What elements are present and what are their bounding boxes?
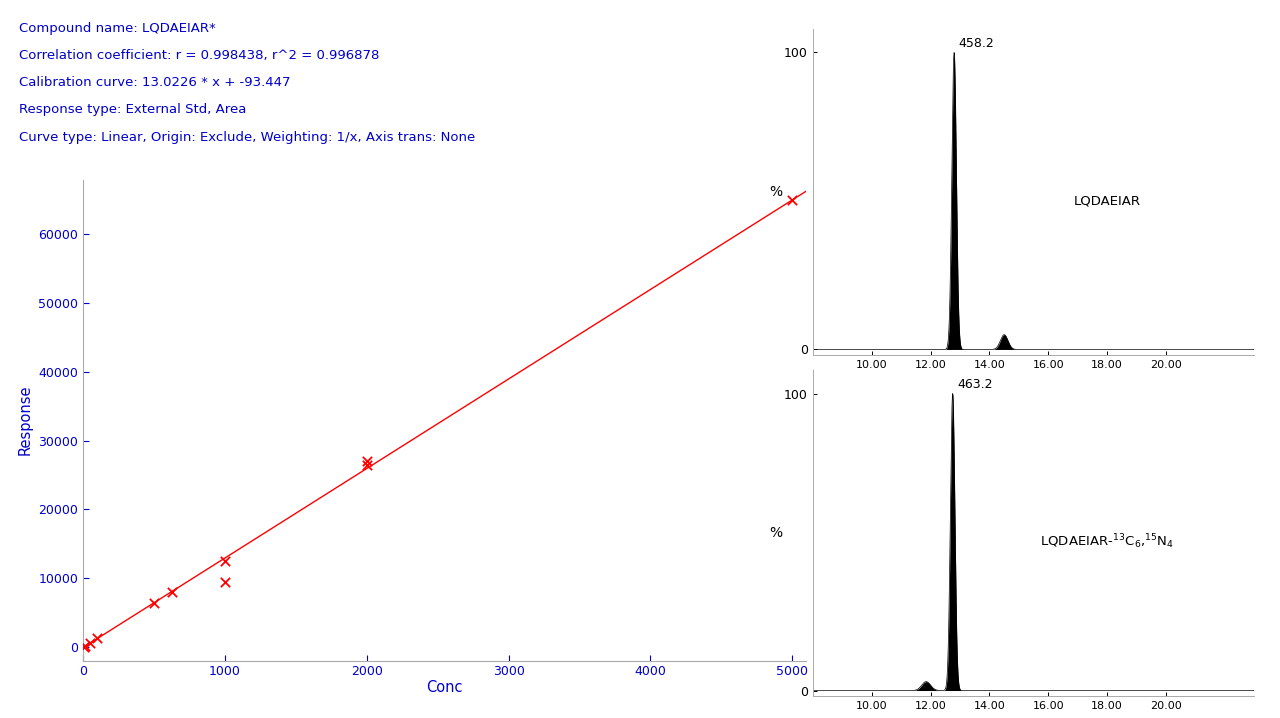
Y-axis label: %: %	[769, 185, 782, 199]
Y-axis label: Response: Response	[18, 385, 33, 455]
Point	[357, 455, 378, 467]
Text: Calibration curve: 13.0226 * x + -93.447: Calibration curve: 13.0226 * x + -93.447	[19, 76, 291, 89]
Point	[215, 576, 236, 587]
Text: 458.2: 458.2	[959, 37, 995, 50]
Text: 463.2: 463.2	[957, 378, 992, 391]
Text: Correlation coefficient: r = 0.998438, r^2 = 0.996878: Correlation coefficient: r = 0.998438, r…	[19, 49, 380, 62]
X-axis label: Conc: Conc	[426, 680, 463, 695]
Point	[76, 640, 96, 652]
Point	[81, 637, 101, 648]
Point	[87, 633, 108, 644]
Point	[782, 195, 803, 206]
Text: LQDAEIAR: LQDAEIAR	[1074, 195, 1140, 208]
Text: Compound name: LQDAEIAR*: Compound name: LQDAEIAR*	[19, 22, 216, 34]
Point	[143, 597, 164, 609]
Point	[74, 641, 95, 653]
Text: Curve type: Linear, Origin: Exclude, Weighting: 1/x, Axis trans: None: Curve type: Linear, Origin: Exclude, Wei…	[19, 131, 475, 144]
Point	[357, 459, 378, 470]
Y-axis label: %: %	[769, 526, 782, 540]
Text: Response type: External Std, Area: Response type: External Std, Area	[19, 103, 247, 116]
Text: LQDAEIAR-$^{13}$C$_6$,$^{15}$N$_4$: LQDAEIAR-$^{13}$C$_6$,$^{15}$N$_4$	[1041, 533, 1174, 551]
Point	[215, 555, 236, 567]
Point	[161, 586, 182, 597]
